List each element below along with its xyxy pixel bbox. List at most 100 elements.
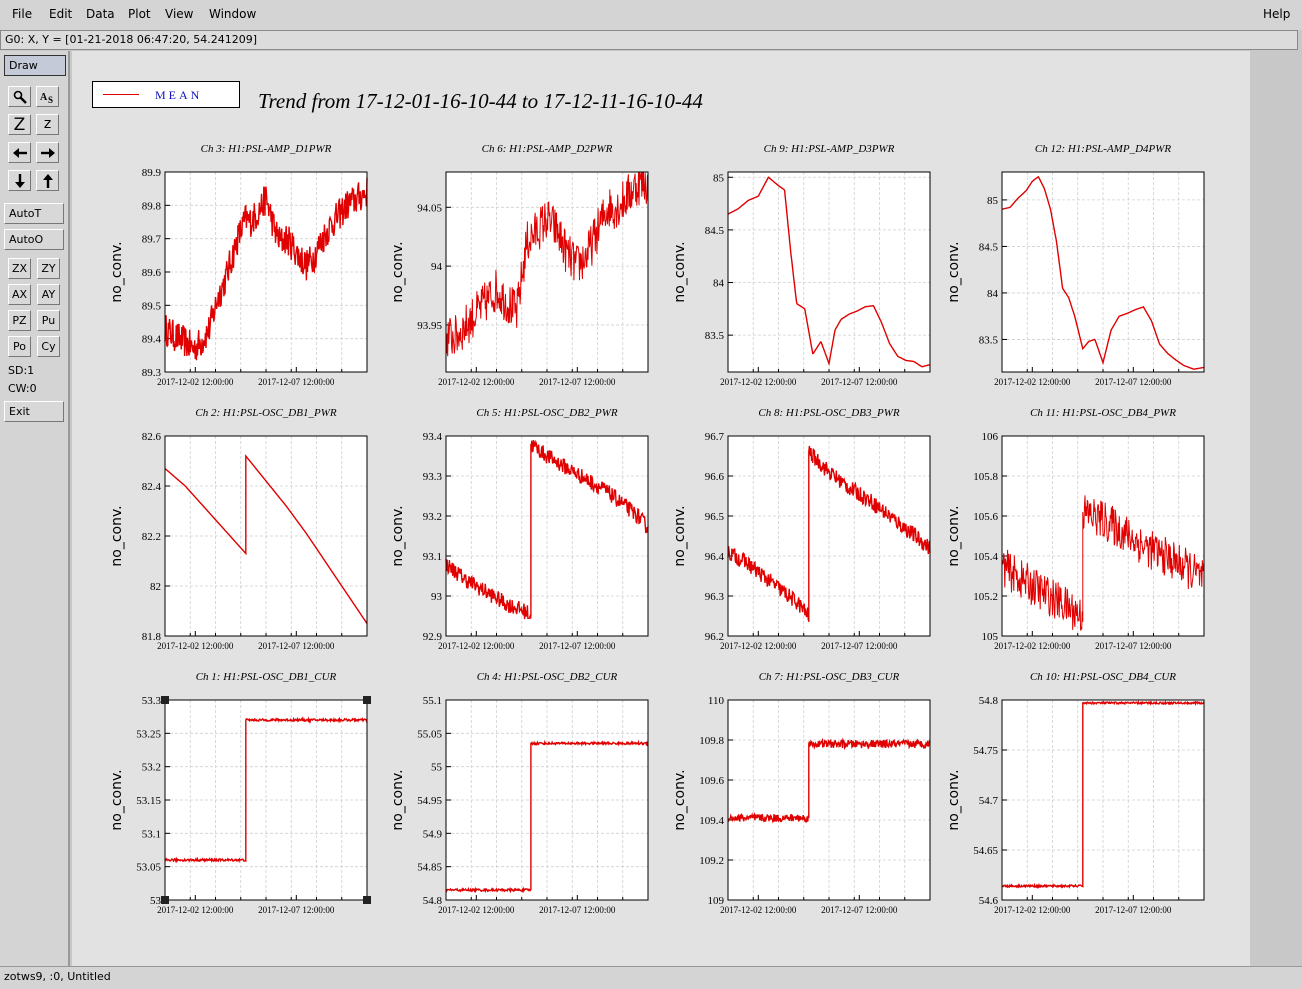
menu-file[interactable]: File (12, 7, 33, 21)
x-tick-label: 2017-12-02 12:00:00 (994, 641, 1071, 651)
plot-area: MEAN Trend from 17-12-01-16-10-44 to 17-… (72, 51, 1250, 966)
x-tick-label: 2017-12-07 12:00:00 (821, 377, 898, 387)
y-tick-label: 55.1 (423, 695, 442, 707)
y-axis-label: no_conv. (109, 769, 125, 830)
chart-11: Ch 7: H1:PSL-OSC_DB3_CUR 109 109.2 109.4 109… (672, 671, 931, 915)
series-line-mean (1001, 176, 1205, 370)
auto-t-button[interactable]: AutoT (4, 203, 64, 224)
arrow-up-icon (42, 174, 53, 188)
chart-title: Ch 12: H1:PSL-AMP_D4PWR (1035, 143, 1172, 155)
y-tick-label: 84 (713, 278, 725, 290)
y-axis-label: no_conv. (672, 505, 688, 566)
coordinate-readout-bar: G0: X, Y = [01-21-2018 06:47:20, 54.2412… (0, 30, 1298, 50)
y-axis-label: no_conv. (946, 241, 962, 302)
chart-title: Ch 5: H1:PSL-OSC_DB2_PWR (476, 407, 617, 419)
chart-9: Ch 1: H1:PSL-OSC_DB1_CUR 53 53.05 53.1 53.15… (109, 671, 371, 915)
y-tick-label: 93.3 (423, 471, 443, 483)
legend-line-swatch (103, 94, 139, 95)
cy-button[interactable]: Cy (37, 336, 60, 357)
series-line-mean (727, 737, 931, 824)
po-button[interactable]: Po (8, 336, 31, 357)
legend-label: MEAN (155, 88, 203, 102)
arrow-right-icon (40, 148, 55, 158)
menu-help[interactable]: Help (1263, 7, 1291, 21)
y-tick-label: 53.15 (136, 795, 161, 807)
plot-frame (727, 171, 931, 373)
menu-window[interactable]: Window (209, 7, 257, 21)
zoom-z-big-button[interactable]: Z (8, 114, 31, 135)
series-line-mean (164, 177, 368, 361)
y-tick-label: 54.65 (973, 845, 998, 857)
y-tick-label: 94 (431, 261, 443, 273)
chart-title: Ch 10: H1:PSL-OSC_DB4_CUR (1030, 671, 1176, 683)
y-tick-label: 93.95 (417, 320, 442, 332)
pan-left-button[interactable] (8, 142, 31, 163)
zoom-z-button[interactable]: z (36, 114, 59, 135)
x-tick-label: 2017-12-02 12:00:00 (720, 641, 797, 651)
status-text: zotws9, :0, Untitled (4, 970, 111, 983)
y-tick-label: 84.5 (979, 241, 999, 253)
draw-button[interactable]: Draw (4, 55, 66, 76)
y-axis-label: no_conv. (672, 769, 688, 830)
chart-5: Ch 2: H1:PSL-OSC_DB1_PWR 81.8 82 82.2 82.4 82… (109, 407, 368, 651)
y-tick-label: 109.6 (699, 775, 724, 787)
pan-up-button[interactable] (36, 170, 59, 191)
y-tick-label: 89.7 (142, 234, 162, 246)
y-tick-label: 53.25 (136, 728, 161, 740)
plot-frame (1001, 171, 1205, 373)
selection-handle (363, 896, 371, 904)
chart-title: Ch 4: H1:PSL-OSC_DB2_CUR (477, 671, 618, 683)
pz-button[interactable]: PZ (8, 310, 31, 331)
x-tick-label: 2017-12-07 12:00:00 (539, 641, 616, 651)
chart-title: Ch 8: H1:PSL-OSC_DB3_PWR (758, 407, 899, 419)
y-tick-label: 54.75 (973, 745, 998, 757)
plot-frame (164, 699, 368, 901)
chart-2: Ch 6: H1:PSL-AMP_D2PWR 93.95 94 94.05 2017-1… (390, 143, 649, 387)
y-tick-label: 54.85 (417, 862, 442, 874)
exit-button[interactable]: Exit (4, 401, 64, 422)
status-bar: zotws9, :0, Untitled (0, 966, 1302, 989)
zy-button[interactable]: ZY (37, 258, 60, 279)
chart-title: Ch 1: H1:PSL-OSC_DB1_CUR (196, 671, 337, 683)
y-tick-label: 83.5 (705, 330, 725, 342)
y-tick-label: 94.05 (417, 202, 442, 214)
y-tick-label: 53.2 (142, 762, 161, 774)
x-tick-label: 2017-12-07 12:00:00 (1095, 641, 1172, 651)
magnify-tool-button[interactable] (8, 86, 31, 107)
ax-button[interactable]: AX (8, 284, 31, 305)
pu-button[interactable]: Pu (37, 310, 60, 331)
y-tick-label: 55 (431, 762, 443, 774)
auto-o-button[interactable]: AutoO (4, 229, 64, 250)
plot-frame (164, 435, 368, 637)
x-tick-label: 2017-12-07 12:00:00 (821, 905, 898, 915)
coordinate-readout: G0: X, Y = [01-21-2018 06:47:20, 54.2412… (5, 33, 258, 46)
zx-button[interactable]: ZX (8, 258, 31, 279)
pan-right-button[interactable] (36, 142, 59, 163)
y-axis-label: no_conv. (109, 505, 125, 566)
series-line-mean (164, 716, 368, 864)
y-tick-label: 96.2 (705, 631, 724, 643)
y-tick-label: 89.4 (142, 334, 162, 346)
x-tick-label: 2017-12-07 12:00:00 (539, 905, 616, 915)
y-tick-label: 54.8 (979, 695, 999, 707)
y-tick-label: 109.8 (699, 735, 724, 747)
pan-down-button[interactable] (8, 170, 31, 191)
plot-frame (727, 435, 931, 637)
menu-edit[interactable]: Edit (49, 7, 73, 21)
ay-button[interactable]: AY (37, 284, 60, 305)
series-line-mean (727, 445, 931, 622)
legend: MEAN (92, 81, 240, 108)
menu-view[interactable]: View (165, 7, 194, 21)
menu-data[interactable]: Data (86, 7, 115, 21)
chart-title: Ch 3: H1:PSL-AMP_D1PWR (201, 143, 332, 155)
menu-plot[interactable]: Plot (128, 7, 151, 21)
y-tick-label: 110 (708, 695, 725, 707)
charts-grid[interactable]: Ch 3: H1:PSL-AMP_D1PWR 89.3 89.4 89.5 89.6 89… (72, 51, 1250, 966)
y-tick-label: 89.9 (142, 167, 162, 179)
y-tick-label: 85 (987, 195, 999, 207)
y-tick-label: 109.2 (699, 855, 724, 867)
chart-title: Ch 6: H1:PSL-AMP_D2PWR (482, 143, 613, 155)
svg-text:A: A (40, 92, 48, 103)
x-tick-label: 2017-12-07 12:00:00 (258, 641, 335, 651)
